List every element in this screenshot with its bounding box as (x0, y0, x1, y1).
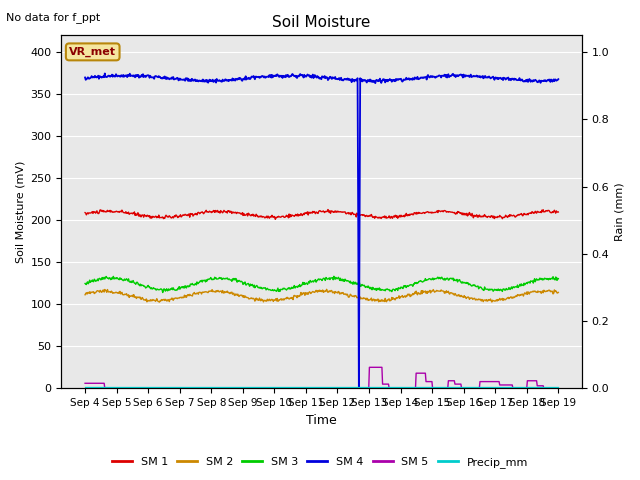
SM 1 (186, 211, 194, 216)
SM 4 (554, 76, 562, 82)
SM 5 (554, 385, 562, 391)
SM 2 (380, 298, 388, 303)
SM 2 (81, 292, 89, 298)
SM 5 (187, 385, 195, 391)
SM 2 (156, 299, 163, 305)
SM 3 (330, 274, 338, 279)
SM 4 (139, 72, 147, 77)
SM 2 (394, 295, 401, 300)
SM 5 (90, 380, 97, 386)
SM 3 (159, 289, 166, 295)
Line: SM 3: SM 3 (85, 276, 558, 292)
Line: SM 4: SM 4 (85, 73, 558, 388)
SM 1 (271, 216, 279, 222)
SM 1 (138, 212, 146, 218)
Precip_mm (186, 384, 194, 390)
SM 2 (90, 289, 97, 295)
SM 5 (380, 381, 388, 387)
SM 3 (554, 276, 562, 282)
SM 3 (90, 279, 97, 285)
Precip_mm (392, 384, 400, 390)
SM 3 (212, 275, 220, 281)
SM 1 (90, 209, 97, 215)
SM 1 (394, 216, 401, 221)
SM 4 (81, 74, 89, 80)
Line: SM 5: SM 5 (85, 367, 558, 388)
SM 5 (101, 385, 109, 391)
Title: Soil Moisture: Soil Moisture (273, 15, 371, 30)
SM 5 (139, 385, 147, 391)
SM 4 (90, 74, 97, 80)
SM 1 (554, 209, 562, 215)
SM 1 (324, 207, 332, 213)
SM 5 (81, 380, 89, 386)
SM 3 (394, 288, 401, 293)
Text: VR_met: VR_met (69, 47, 116, 57)
SM 4 (394, 76, 401, 82)
SM 1 (212, 208, 220, 214)
Text: No data for f_ppt: No data for f_ppt (6, 12, 100, 23)
SM 4 (187, 78, 195, 84)
SM 4 (355, 385, 363, 391)
SM 3 (380, 288, 388, 293)
SM 1 (380, 215, 388, 220)
SM 2 (187, 293, 195, 299)
Line: SM 2: SM 2 (85, 289, 558, 302)
X-axis label: Time: Time (307, 414, 337, 427)
SM 2 (554, 289, 562, 295)
SM 3 (138, 282, 146, 288)
Legend: SM 1, SM 2, SM 3, SM 4, SM 5, Precip_mm: SM 1, SM 2, SM 3, SM 4, SM 5, Precip_mm (108, 452, 532, 472)
SM 5 (394, 385, 401, 391)
SM 4 (212, 80, 220, 85)
SM 4 (380, 77, 388, 83)
Y-axis label: Soil Moisture (mV): Soil Moisture (mV) (15, 161, 25, 263)
SM 3 (81, 281, 89, 287)
Precip_mm (138, 384, 146, 390)
SM 5 (365, 364, 373, 370)
SM 5 (212, 385, 220, 391)
Y-axis label: Rain (mm): Rain (mm) (615, 182, 625, 241)
Line: SM 1: SM 1 (85, 210, 558, 219)
SM 1 (81, 210, 89, 216)
Precip_mm (90, 384, 97, 390)
SM 3 (187, 282, 195, 288)
Precip_mm (212, 384, 220, 390)
SM 2 (212, 288, 220, 294)
SM 2 (323, 287, 330, 292)
SM 4 (101, 71, 109, 76)
SM 2 (138, 295, 146, 300)
Precip_mm (554, 384, 562, 390)
Precip_mm (379, 384, 387, 390)
Precip_mm (81, 384, 89, 390)
